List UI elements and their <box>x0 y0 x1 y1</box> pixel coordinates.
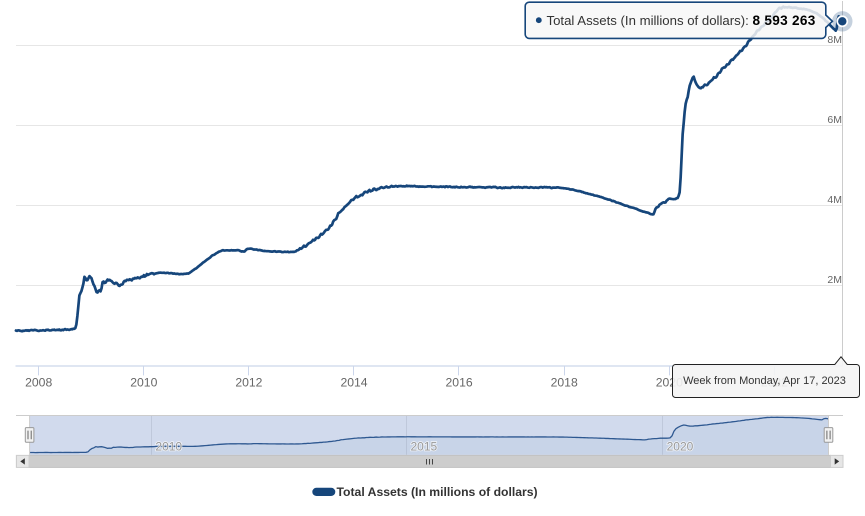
svg-text:2018: 2018 <box>551 376 578 390</box>
svg-text:2010: 2010 <box>130 376 157 390</box>
svg-text:2020: 2020 <box>667 440 694 454</box>
svg-text:2015: 2015 <box>411 440 438 454</box>
svg-text:8M: 8M <box>827 34 842 46</box>
svg-text:Total Assets (In millions of d: Total Assets (In millions of dollars) <box>337 485 538 499</box>
svg-text:2008: 2008 <box>25 376 52 390</box>
svg-text:2M: 2M <box>827 274 842 286</box>
svg-text:Week from Monday, Apr 17, 2023: Week from Monday, Apr 17, 2023 <box>683 375 846 387</box>
svg-text:6M: 6M <box>827 114 842 126</box>
svg-text:4M: 4M <box>827 194 842 206</box>
svg-text:2010: 2010 <box>155 440 182 454</box>
svg-text:2016: 2016 <box>446 376 473 390</box>
svg-text:2014: 2014 <box>340 376 367 390</box>
svg-text:2012: 2012 <box>235 376 262 390</box>
svg-text:Total Assets (In millions of d: Total Assets (In millions of dollars): 8… <box>547 13 816 28</box>
